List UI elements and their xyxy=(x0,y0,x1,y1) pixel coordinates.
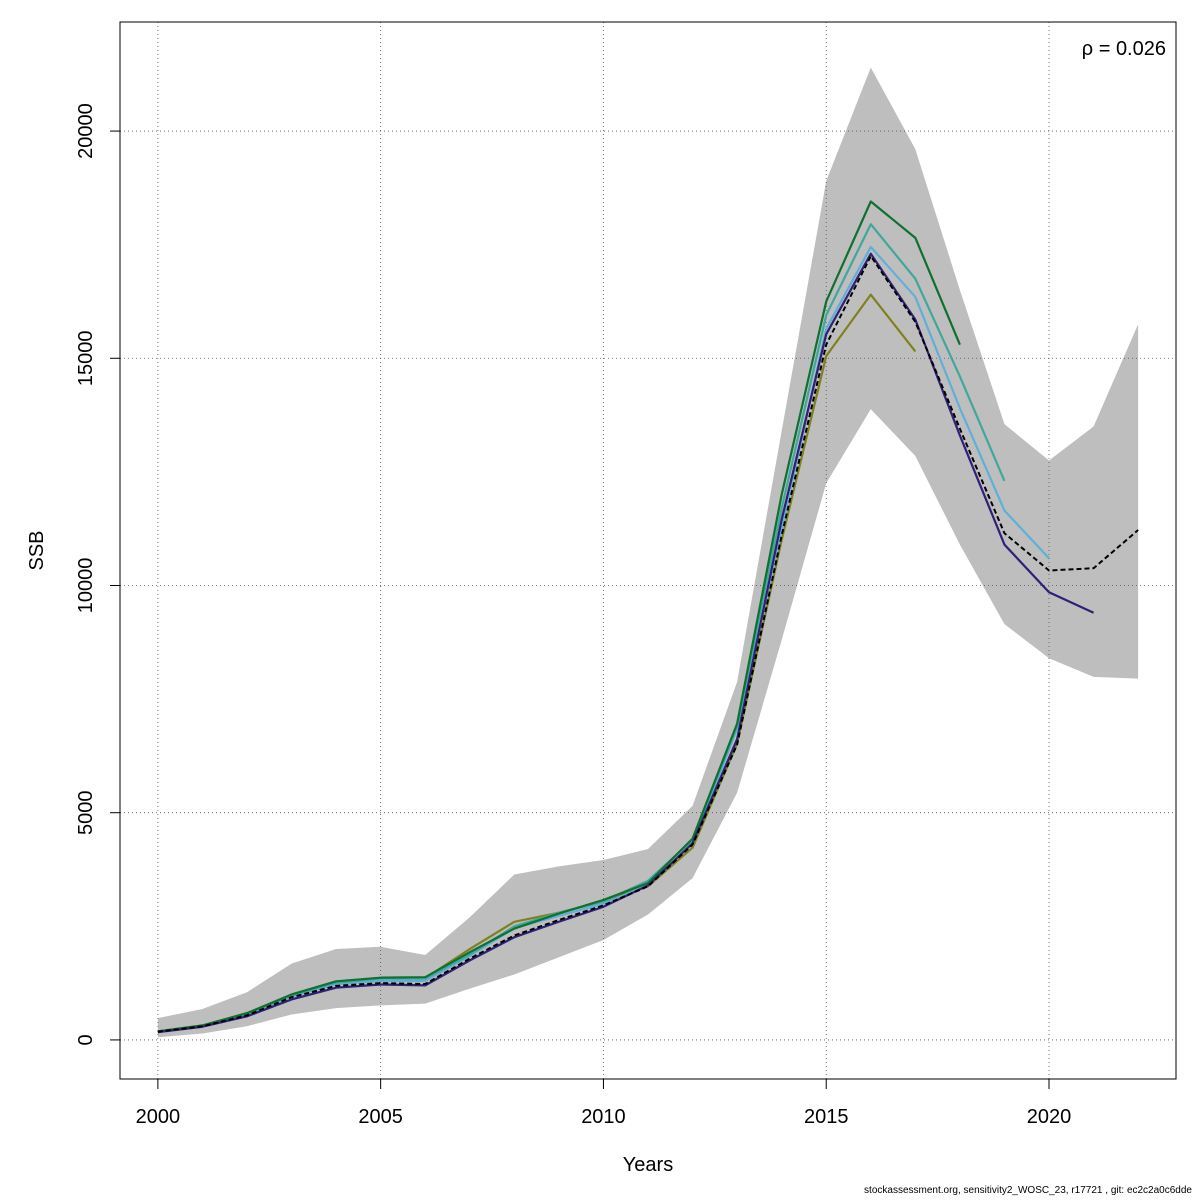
confidence-band xyxy=(157,67,1139,1038)
y-axis-label: SSB xyxy=(26,530,48,570)
y-tick-label: 10000 xyxy=(75,558,97,614)
series-layer xyxy=(157,200,1139,1034)
rho-annotation-value: 0.026 xyxy=(1116,38,1166,60)
grid-layer xyxy=(120,22,1176,1079)
series-line-6 xyxy=(157,255,1139,1033)
x-tick-label: 2000 xyxy=(136,1106,181,1128)
x-tick-label: 2015 xyxy=(804,1106,849,1128)
y-tick-label: 20000 xyxy=(75,103,97,159)
x-tick-label: 2010 xyxy=(581,1106,626,1128)
y-axis: 0 5000 10000 15000 20000 xyxy=(75,103,121,1045)
x-axis-label: Years xyxy=(623,1154,673,1176)
y-tick-label: 15000 xyxy=(75,330,97,386)
series-line-4 xyxy=(157,200,961,1033)
y-tick-label: 5000 xyxy=(75,790,97,835)
x-tick-label: 2020 xyxy=(1027,1106,1072,1128)
y-tick-label: 0 xyxy=(75,1034,97,1045)
footer-credit: stockassessment.org, sensitivity2_WOSC_2… xyxy=(864,1185,1192,1196)
x-axis: 2000 2005 2010 2015 2020 xyxy=(136,1078,1072,1128)
rho-annotation-prefix: ρ = xyxy=(1082,38,1116,60)
confidence-band-layer xyxy=(157,67,1139,1038)
x-tick-label: 2005 xyxy=(358,1106,403,1128)
rho-annotation: ρ = 0.026 xyxy=(1082,38,1166,60)
